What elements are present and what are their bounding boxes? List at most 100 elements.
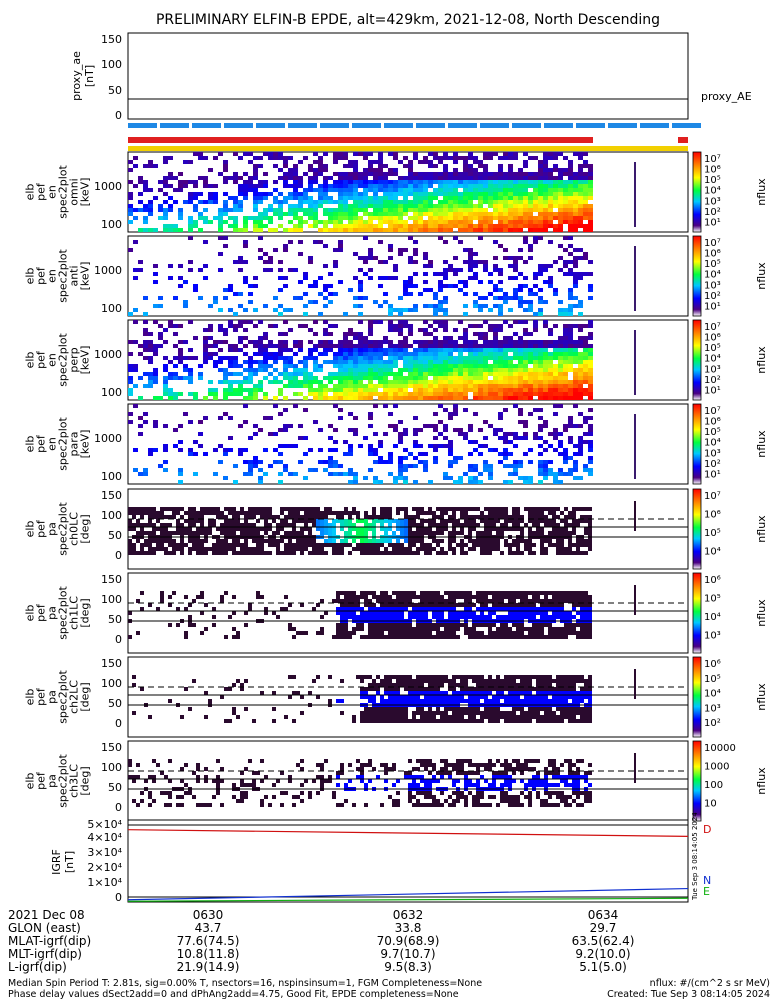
spectrogram-cell [508, 360, 513, 364]
spectrogram-cell [503, 456, 508, 460]
spectrogram-cell [353, 172, 358, 176]
spectrogram-cell [433, 392, 438, 396]
spectrogram-cell [168, 228, 173, 232]
spectrogram-cell [200, 531, 204, 535]
spectrogram-cell [563, 448, 568, 452]
spectrogram-cell [278, 348, 283, 352]
spectrogram-cell [463, 168, 468, 172]
spectrogram-cell [363, 188, 368, 192]
spectrogram-cell [348, 224, 353, 228]
spectrogram-cell [408, 519, 412, 523]
spectrogram-cell [324, 543, 328, 547]
colorbar-tick: 10² [704, 459, 721, 470]
spectrogram-cell [444, 519, 448, 523]
spectrogram-cell [380, 539, 384, 543]
spectrogram-cell [518, 300, 523, 304]
status-bar-segment [608, 123, 637, 128]
spectrogram-cell [372, 547, 376, 551]
spectrogram-cell [492, 547, 496, 551]
spectrogram-cell [563, 312, 568, 316]
spectrogram-cell [423, 452, 428, 456]
spectrogram-cell [428, 368, 433, 372]
spectrogram-cell [233, 228, 238, 232]
spectrogram-cell [308, 328, 313, 332]
spectrogram-cell [260, 511, 264, 515]
spectrogram-cell [533, 220, 538, 224]
colorbar-tick: 10³ [704, 364, 721, 375]
spectrogram-cell [583, 360, 588, 364]
spectrogram-cell [188, 448, 193, 452]
spectrogram-cell [138, 416, 143, 420]
spectrogram-cell [333, 372, 338, 376]
spectrogram-cell [456, 591, 460, 595]
spectrogram-cell [216, 507, 220, 511]
spectrogram-cell [138, 376, 143, 380]
spectrogram-cell [588, 539, 592, 543]
spectrogram-cell [416, 595, 420, 599]
spectrogram-cell [312, 543, 316, 547]
spectrogram-cell [283, 156, 288, 160]
spectrogram-cell [588, 332, 593, 336]
spectrogram-cell [400, 507, 404, 511]
spectrogram-cell [283, 184, 288, 188]
spectrogram-cell [568, 340, 573, 344]
spectrogram-cell [238, 204, 243, 208]
spectrogram-cell [460, 611, 464, 615]
spectrogram-cell [478, 376, 483, 380]
spectrogram-cell [252, 523, 256, 527]
spectrogram-cell [518, 248, 523, 252]
spectrogram-cell [298, 204, 303, 208]
spectrogram-cell [418, 380, 423, 384]
spectrogram-cell [373, 188, 378, 192]
spectrogram-cell [353, 220, 358, 224]
spectrogram-cell [468, 208, 473, 212]
spectrogram-cell [293, 212, 298, 216]
spectrogram-cell [168, 376, 173, 380]
spectrogram-cell [378, 372, 383, 376]
spectrogram-cell [568, 539, 572, 543]
spectrogram-cell [243, 216, 248, 220]
spectrogram-cell [443, 380, 448, 384]
spectrogram-cell [508, 388, 513, 392]
spectrogram-cell [420, 511, 424, 515]
spectrogram-cell [193, 452, 198, 456]
spectrogram-cell [303, 212, 308, 216]
spectrogram-cell [163, 384, 168, 388]
spectrogram-cell [358, 360, 363, 364]
spectrogram-cell [298, 372, 303, 376]
spectrogram-cell [538, 164, 543, 168]
spectrogram-cell [298, 384, 303, 388]
spectrogram-cell [492, 523, 496, 527]
spectrogram-cell [308, 507, 312, 511]
spectrogram-cell [528, 192, 533, 196]
spectrogram-cell [403, 220, 408, 224]
spectrogram-cell [148, 380, 153, 384]
spectrogram-cell [138, 396, 143, 400]
spectrogram-cell [483, 304, 488, 308]
spectrogram-cell [376, 519, 380, 523]
spectrogram-cell [548, 432, 553, 436]
spectrogram-cell [332, 519, 336, 523]
spectrogram-cell [268, 156, 273, 160]
spectrogram-cell [518, 344, 523, 348]
spectrogram-cell [128, 388, 133, 392]
spectrogram-cell [288, 204, 293, 208]
spectrogram-cell [148, 340, 153, 344]
spectrogram-cell [553, 388, 558, 392]
spectrogram-cell [203, 220, 208, 224]
spectrogram-cell [453, 176, 458, 180]
spectrogram-cell [218, 236, 223, 240]
spectrogram-cell [368, 515, 372, 519]
spectrogram-cell [468, 428, 473, 432]
spectrogram-cell [132, 551, 136, 555]
spectrogram-cell [216, 511, 220, 515]
spectrogram-cell [378, 392, 383, 396]
spectrogram-cell [168, 224, 173, 228]
spectrogram-cell [573, 184, 578, 188]
spectrogram-cell [363, 184, 368, 188]
spectrogram-cell [372, 615, 376, 619]
spectrogram-cell [444, 631, 448, 635]
spectrogram-cell [180, 551, 184, 555]
spectrogram-cell [368, 380, 373, 384]
spectrogram-cell [533, 352, 538, 356]
